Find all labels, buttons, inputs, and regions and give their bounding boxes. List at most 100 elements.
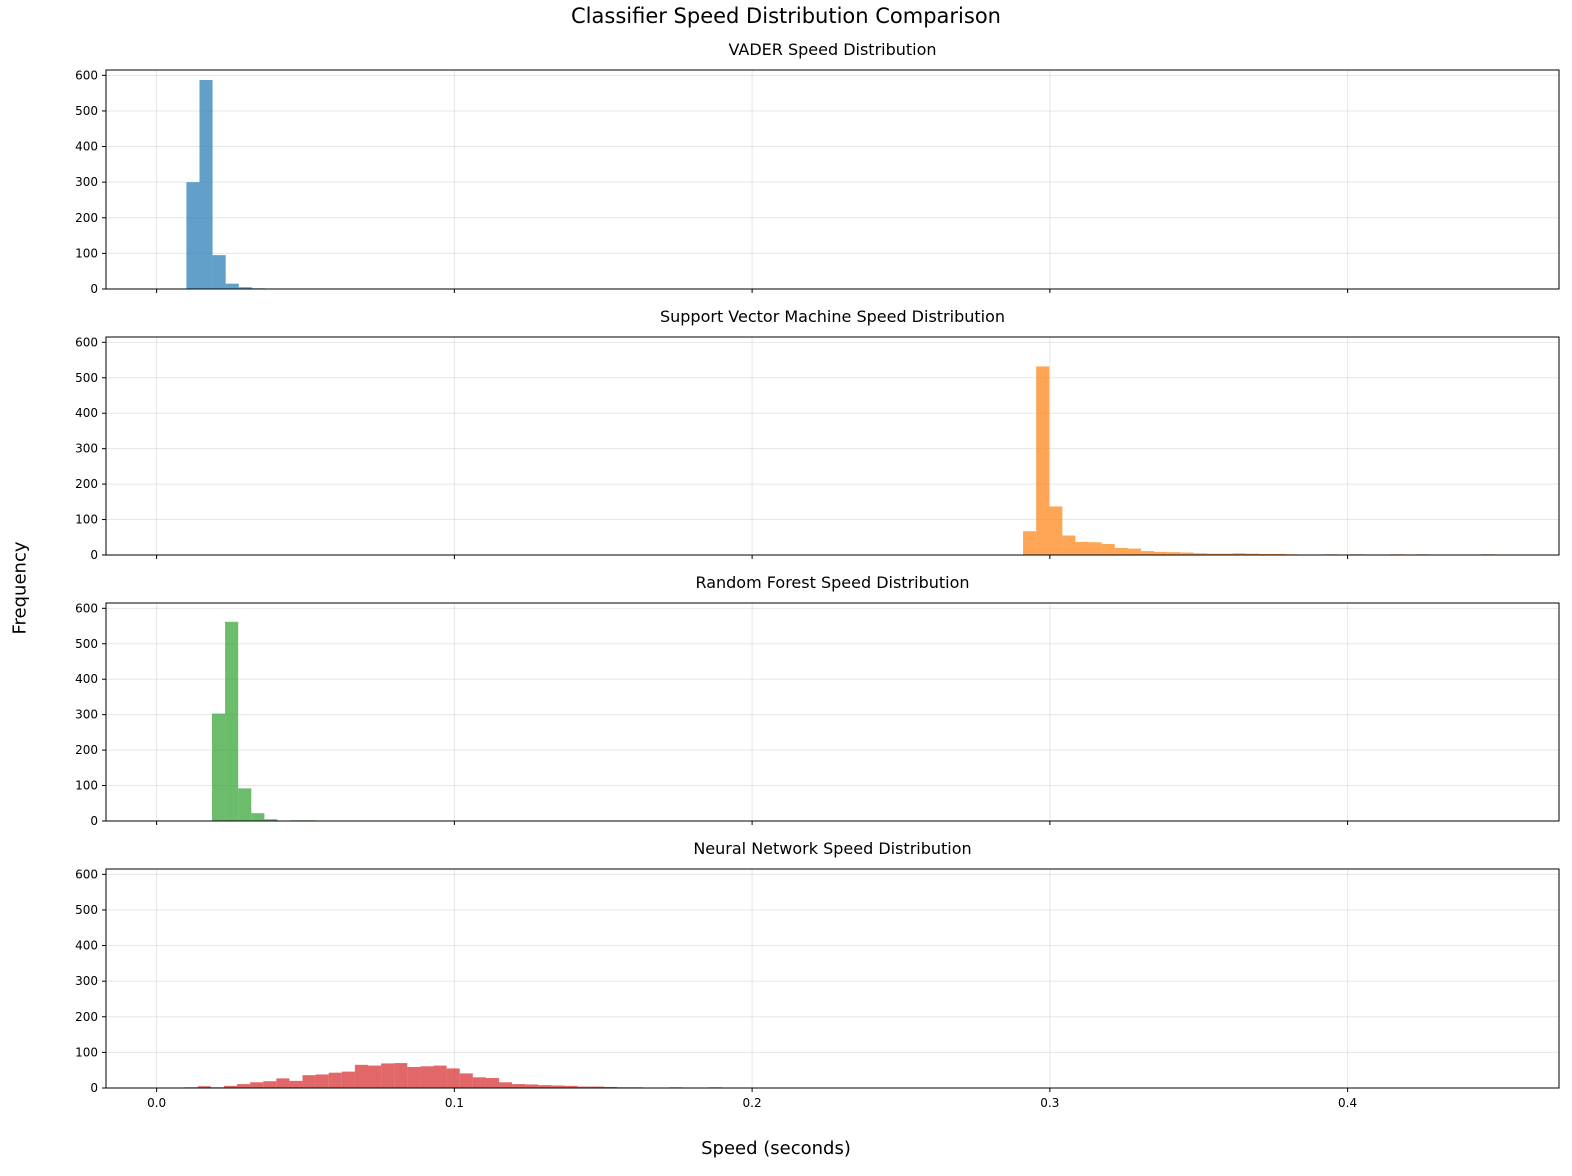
- bar: [538, 1085, 552, 1088]
- x-tick-label: 0.1: [445, 1096, 464, 1110]
- bar: [1258, 553, 1272, 555]
- bar: [1075, 541, 1089, 555]
- bar: [250, 1082, 264, 1088]
- y-tick-label: 400: [75, 672, 98, 686]
- y-tick-label: 400: [75, 939, 98, 953]
- bar: [302, 1075, 316, 1088]
- bar: [1101, 544, 1115, 555]
- bar: [564, 1085, 578, 1088]
- bar: [1271, 553, 1286, 555]
- bar: [1232, 553, 1246, 555]
- bar: [1140, 551, 1155, 555]
- y-tick-label: 100: [75, 246, 98, 260]
- bar: [263, 1081, 277, 1088]
- bar: [459, 1073, 473, 1088]
- bar: [485, 1078, 500, 1088]
- y-tick-label: 200: [75, 1010, 98, 1024]
- bar: [237, 1084, 251, 1088]
- bar: [211, 713, 226, 821]
- y-tick-label: 400: [75, 406, 98, 420]
- axes-frame: [105, 602, 1560, 822]
- bar: [328, 1072, 342, 1088]
- x-axis-label: Speed (seconds): [701, 1138, 851, 1159]
- panel-3: Neural Network Speed Distribution 0 100 200…: [75, 839, 1560, 1110]
- bar: [512, 1084, 526, 1088]
- bar: [264, 819, 278, 821]
- bar: [251, 813, 265, 821]
- panel-0: VADER Speed Distribution 0 100 200 300 400 500…: [75, 40, 1560, 296]
- bar: [1167, 552, 1181, 555]
- bar: [368, 1065, 382, 1088]
- bar: [525, 1084, 539, 1088]
- y-tick-label: 200: [75, 743, 98, 757]
- bar: [197, 1086, 211, 1088]
- bar: [590, 1086, 604, 1088]
- panel-title: VADER Speed Distribution: [728, 40, 936, 59]
- bar: [1088, 542, 1102, 555]
- y-tick-label: 500: [75, 637, 98, 651]
- bar: [276, 1078, 290, 1088]
- bar: [238, 287, 252, 289]
- bar: [1062, 535, 1076, 555]
- panel-title: Random Forest Speed Distribution: [695, 573, 969, 592]
- bar: [341, 1071, 355, 1088]
- bar: [1127, 548, 1141, 555]
- bar: [1245, 553, 1259, 555]
- bar: [186, 182, 200, 289]
- y-tick-label: 300: [75, 708, 98, 722]
- y-tick-label: 600: [75, 601, 98, 615]
- grid: [106, 869, 1559, 1089]
- bar: [1154, 551, 1168, 555]
- bars: [211, 621, 330, 821]
- y-tick-label: 200: [75, 477, 98, 491]
- bar: [551, 1085, 565, 1088]
- y-tick-label: 500: [75, 371, 98, 385]
- grid: [106, 337, 1559, 556]
- y-tick-label: 400: [75, 140, 98, 154]
- y-tick-label: 300: [75, 175, 98, 189]
- axes-frame: [105, 868, 1560, 1089]
- bar: [603, 1086, 617, 1088]
- panel-title: Support Vector Machine Speed Distributio…: [660, 307, 1005, 326]
- bar: [223, 1085, 238, 1088]
- y-tick-label: 600: [75, 68, 98, 82]
- bar: [1193, 553, 1207, 555]
- y-tick-label: 600: [75, 335, 98, 349]
- bar: [1023, 531, 1037, 555]
- y-tick-label: 500: [75, 104, 98, 118]
- bar: [577, 1086, 591, 1088]
- bar: [499, 1082, 513, 1088]
- bar: [225, 283, 239, 289]
- bar: [212, 255, 226, 289]
- x-tick-label: 0.4: [1338, 1096, 1357, 1110]
- panel-1: Support Vector Machine Speed Distributio…: [75, 307, 1560, 562]
- bar: [407, 1066, 421, 1088]
- bar: [1180, 552, 1194, 555]
- bar: [433, 1065, 447, 1088]
- y-tick-label: 0: [90, 814, 98, 828]
- bars: [186, 79, 279, 289]
- axes-frame: [105, 69, 1560, 290]
- bar: [238, 788, 252, 821]
- y-axis-label: Frequency: [9, 541, 31, 635]
- bar: [199, 79, 213, 289]
- bar: [446, 1068, 460, 1088]
- y-tick-label: 100: [75, 513, 98, 527]
- x-tick-label: 0.0: [147, 1096, 166, 1110]
- axes-frame: [105, 336, 1560, 556]
- y-tick-label: 500: [75, 903, 98, 917]
- bar: [315, 1074, 329, 1088]
- bar: [472, 1077, 486, 1088]
- y-tick-label: 200: [75, 211, 98, 225]
- bar: [381, 1063, 395, 1088]
- x-tick-label: 0.2: [743, 1096, 762, 1110]
- bar: [1036, 366, 1050, 555]
- bar: [1206, 553, 1220, 555]
- y-tick-label: 0: [90, 548, 98, 562]
- bar: [289, 1080, 303, 1088]
- y-tick-label: 100: [75, 779, 98, 793]
- bar: [1114, 547, 1128, 555]
- y-tick-label: 600: [75, 867, 98, 881]
